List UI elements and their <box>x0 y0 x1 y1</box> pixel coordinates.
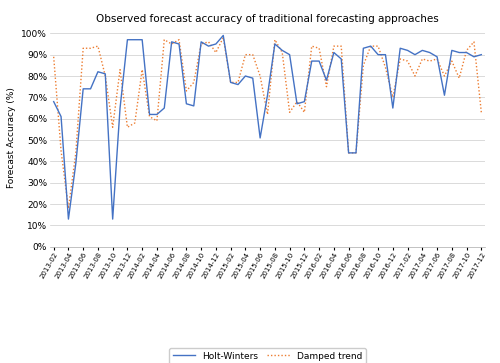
Damped trend <box>478 110 484 114</box>
Legend: Holt-Winters, Damped trend: Holt-Winters, Damped trend <box>169 348 366 363</box>
Damped trend <box>66 206 71 211</box>
Damped trend <box>375 44 381 48</box>
Holt-Winters <box>220 33 226 38</box>
Damped trend <box>50 54 56 59</box>
Holt-Winters <box>375 53 381 57</box>
Holt-Winters <box>50 99 56 104</box>
Damped trend <box>124 125 130 130</box>
Damped trend <box>102 74 108 78</box>
Holt-Winters <box>66 217 71 221</box>
Title: Observed forecast accuracy of traditional forecasting approaches: Observed forecast accuracy of traditiona… <box>96 14 439 24</box>
Y-axis label: Forecast Accuracy (%): Forecast Accuracy (%) <box>7 87 16 188</box>
Holt-Winters <box>102 72 108 76</box>
Holt-Winters <box>168 40 174 44</box>
Damped trend <box>220 36 226 40</box>
Holt-Winters <box>478 53 484 57</box>
Holt-Winters <box>124 37 130 42</box>
Damped trend <box>286 110 292 114</box>
Line: Holt-Winters: Holt-Winters <box>54 36 482 219</box>
Holt-Winters <box>73 162 79 166</box>
Holt-Winters <box>286 53 292 57</box>
Damped trend <box>73 151 79 155</box>
Line: Damped trend: Damped trend <box>54 38 482 208</box>
Damped trend <box>168 42 174 46</box>
